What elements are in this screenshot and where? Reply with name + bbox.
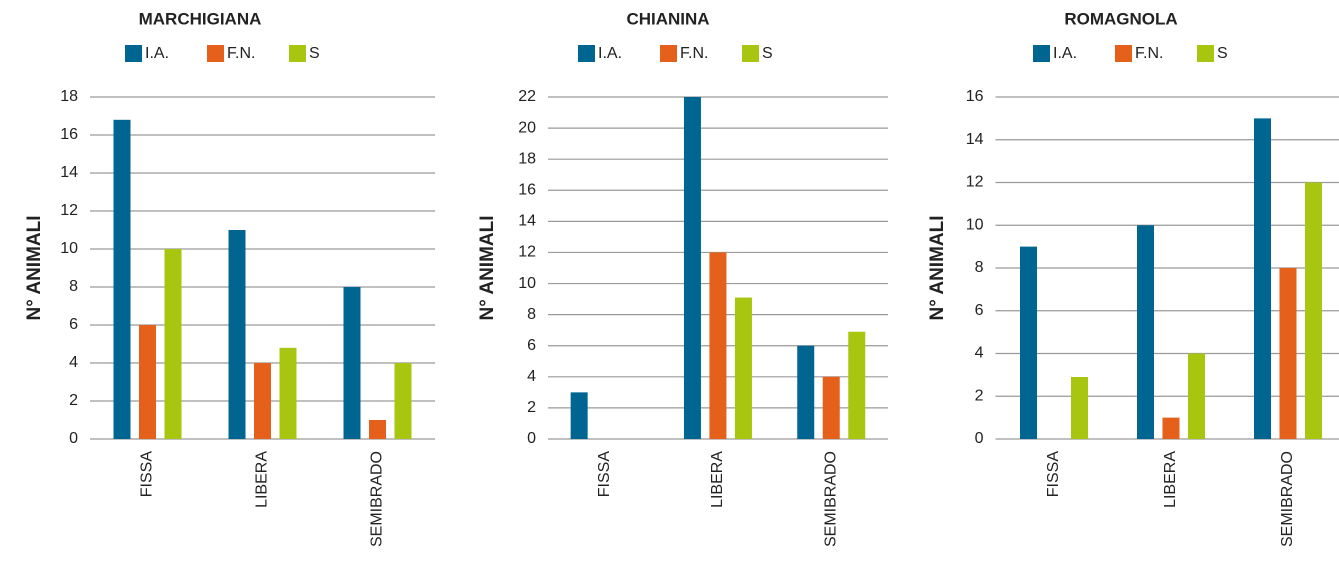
bar xyxy=(848,331,866,439)
bar xyxy=(797,345,815,439)
y-tick-label: 20 xyxy=(518,119,536,136)
x-tick-label: SEMIBRADO xyxy=(822,451,839,547)
legend-label: I.A. xyxy=(598,45,622,62)
legend-swatch xyxy=(207,45,224,62)
y-tick-label: 12 xyxy=(966,174,984,191)
bar xyxy=(1305,182,1322,439)
y-tick-label: 4 xyxy=(527,368,536,385)
chart-title: ROMAGNOLA xyxy=(1064,9,1177,28)
y-tick-label: 18 xyxy=(60,88,78,105)
legend-label: F.N. xyxy=(680,45,708,62)
legend-label: F.N. xyxy=(1135,45,1163,62)
legend-swatch xyxy=(1115,45,1132,62)
bar xyxy=(254,363,271,439)
bar xyxy=(1188,353,1205,439)
y-tick-label: 16 xyxy=(60,126,78,143)
y-tick-label: 8 xyxy=(527,306,536,323)
legend-swatch xyxy=(1197,45,1214,62)
x-tick-label: FISSA xyxy=(139,451,156,498)
y-tick-label: 14 xyxy=(60,164,78,181)
x-tick-label: SEMIBRADO xyxy=(1279,451,1296,547)
y-tick-label: 10 xyxy=(60,240,78,257)
legend-swatch xyxy=(660,45,677,62)
y-tick-label: 12 xyxy=(518,244,536,261)
bar xyxy=(139,325,156,439)
legend-label: S xyxy=(309,45,320,62)
y-tick-label: 16 xyxy=(966,88,984,105)
y-tick-label: 2 xyxy=(527,399,536,416)
bar xyxy=(279,347,297,439)
bar xyxy=(734,297,752,439)
y-axis-label: N° ANIMALI xyxy=(477,215,498,320)
y-tick-label: 14 xyxy=(966,131,984,148)
legend-swatch xyxy=(1033,45,1050,62)
y-tick-label: 6 xyxy=(975,302,984,319)
bar xyxy=(113,119,131,440)
bar xyxy=(1020,246,1037,439)
y-tick-label: 8 xyxy=(975,259,984,276)
chart-title: MARCHIGIANA xyxy=(139,9,262,28)
y-tick-label: 4 xyxy=(69,354,78,371)
x-tick-label: LIBERA xyxy=(1162,451,1179,508)
bar xyxy=(570,392,588,439)
legend-label: S xyxy=(1217,45,1228,62)
legend-swatch xyxy=(125,45,142,62)
bar xyxy=(1137,225,1154,439)
y-tick-label: 0 xyxy=(975,430,984,447)
bar xyxy=(683,97,701,439)
bar xyxy=(1254,118,1271,439)
bar xyxy=(343,287,361,439)
x-tick-label: LIBERA xyxy=(254,451,271,508)
bar xyxy=(369,420,386,439)
bar xyxy=(709,252,727,439)
legend-label: S xyxy=(762,45,773,62)
legend-label: I.A. xyxy=(1053,45,1077,62)
y-tick-label: 10 xyxy=(966,216,984,233)
bar xyxy=(822,376,840,439)
legend-swatch xyxy=(578,45,595,62)
y-tick-label: 22 xyxy=(518,88,536,105)
legend-label: F.N. xyxy=(227,45,255,62)
bar xyxy=(394,363,412,439)
y-tick-label: 10 xyxy=(518,275,536,292)
bar xyxy=(1279,268,1297,439)
bar xyxy=(1162,417,1180,439)
bar xyxy=(228,230,246,439)
y-axis-label: N° ANIMALI xyxy=(24,215,45,320)
chart-title: CHIANINA xyxy=(626,9,709,28)
y-tick-label: 4 xyxy=(975,345,984,362)
x-tick-label: SEMIBRADO xyxy=(369,451,386,547)
y-tick-label: 18 xyxy=(518,150,536,167)
y-tick-label: 8 xyxy=(69,278,78,295)
x-tick-label: FISSA xyxy=(1045,451,1062,498)
y-tick-label: 6 xyxy=(527,337,536,354)
y-axis-label: N° ANIMALI xyxy=(927,215,948,320)
legend-label: I.A. xyxy=(145,45,169,62)
bar xyxy=(1071,377,1088,439)
y-tick-label: 14 xyxy=(518,213,536,230)
x-tick-label: FISSA xyxy=(596,451,613,498)
x-tick-label: LIBERA xyxy=(709,451,726,508)
y-tick-label: 0 xyxy=(527,430,536,447)
y-tick-label: 6 xyxy=(69,316,78,333)
y-tick-label: 2 xyxy=(975,387,984,404)
y-tick-label: 12 xyxy=(60,202,78,219)
legend-swatch xyxy=(289,45,306,62)
bar xyxy=(164,249,182,439)
y-tick-label: 0 xyxy=(69,430,78,447)
legend-swatch xyxy=(742,45,759,62)
y-tick-label: 2 xyxy=(69,392,78,409)
y-tick-label: 16 xyxy=(518,181,536,198)
